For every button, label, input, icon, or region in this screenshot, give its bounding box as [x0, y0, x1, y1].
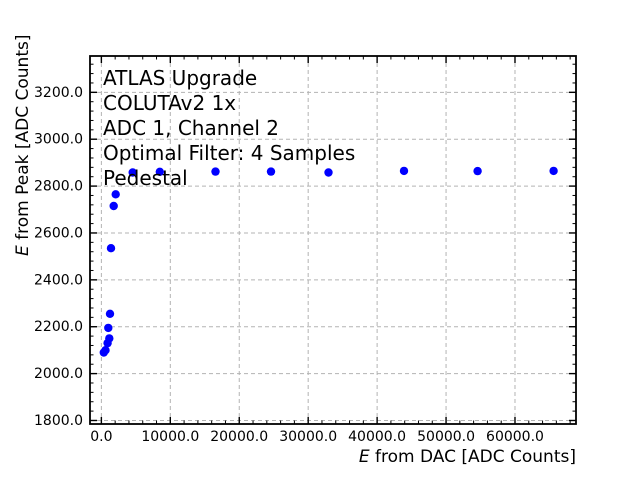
data-point: [549, 166, 558, 176]
y-tick-label: 3000.0: [34, 132, 83, 148]
x-tick-label: 30000.0: [279, 429, 337, 445]
annotation-line-1: ATLAS Upgrade: [103, 66, 258, 90]
annotation-block: ATLAS Upgrade COLUTAv2 1x ADC 1, Channel…: [103, 66, 355, 191]
annotation-line-2: COLUTAv2 1x: [103, 91, 237, 115]
data-point: [324, 168, 333, 177]
annotation-line-5: Pedestal: [103, 166, 188, 190]
data-point: [105, 334, 114, 343]
data-point: [106, 244, 116, 253]
y-tick-label: 2800.0: [34, 179, 83, 195]
data-point: [111, 190, 120, 199]
data-point: [155, 167, 164, 176]
data-point: [105, 309, 115, 318]
y-tick-label: 2600.0: [34, 226, 83, 242]
y-axis-label: E from Peak [ADC Counts]: [13, 35, 33, 257]
y-tick-label: 2000.0: [34, 366, 83, 382]
x-tick-label: 20000.0: [210, 429, 268, 445]
data-point: [101, 346, 110, 355]
annotation-line-3: ADC 1, Channel 2: [103, 116, 280, 140]
data-point: [211, 167, 220, 176]
data-point: [473, 166, 482, 176]
data-point: [128, 168, 137, 177]
y-tick-label: 2400.0: [34, 272, 83, 288]
x-tick-label: 10000.0: [141, 429, 199, 445]
x-tick-label: 40000.0: [348, 429, 406, 445]
x-axis-label: E from DAC [ADC Counts]: [359, 447, 576, 467]
y-tick-label: 2200.0: [34, 319, 83, 335]
plot-border: [89, 55, 577, 425]
data-point: [399, 166, 409, 176]
data-point: [266, 167, 276, 176]
data-point: [109, 201, 118, 211]
x-tick-label: 60000.0: [486, 429, 544, 445]
x-tick-label: 50000.0: [417, 429, 475, 445]
y-tick-label: 3200.0: [34, 85, 83, 101]
annotation-line-4: Optimal Filter: 4 Samples: [103, 141, 356, 165]
x-tick-label: 0.0: [90, 429, 112, 445]
data-point: [104, 323, 113, 333]
y-tick-label: 1800.0: [34, 413, 83, 429]
